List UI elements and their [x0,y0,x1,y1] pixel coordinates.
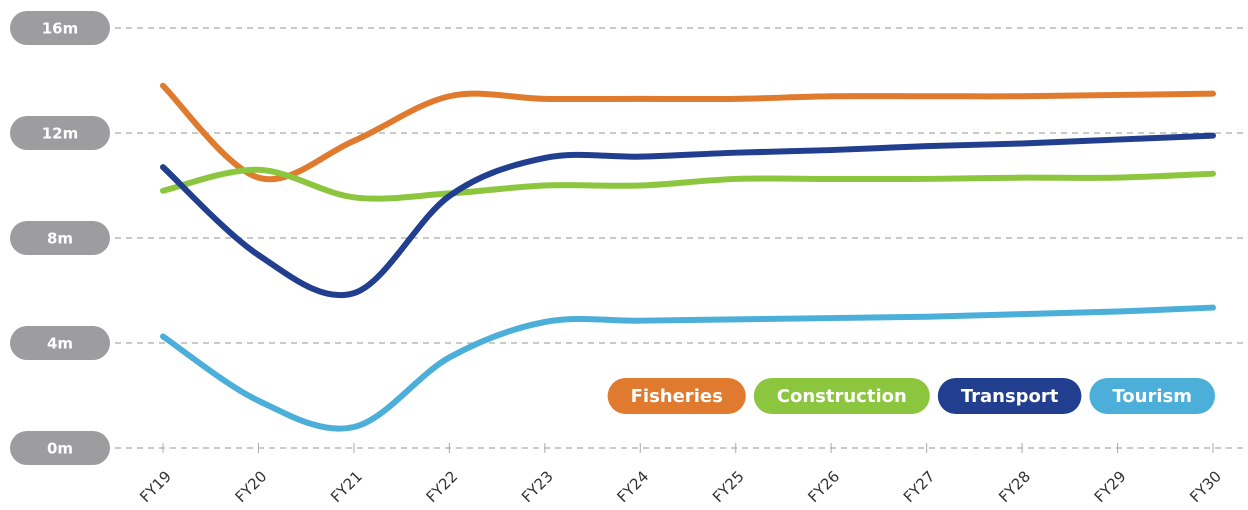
legend-label: Transport [961,386,1059,407]
x-tick-label: FY26 [804,467,843,506]
x-tick-label: FY27 [900,467,939,506]
y-tick-label: 4m [47,335,73,353]
x-tick-label: FY20 [232,467,271,506]
legend-label: Tourism [1112,386,1192,407]
legend-pill [937,378,1082,414]
y-tick-pill [10,116,110,150]
y-tick-label: 12m [42,125,79,143]
y-tick-pill [10,221,110,255]
y-tick-label: 16m [42,20,79,38]
x-tick-label: FY28 [995,467,1034,506]
legend-label: Fisheries [631,386,723,407]
y-tick-label: 8m [47,230,73,248]
x-tick-label: FY22 [423,467,462,506]
series-line [160,304,1216,432]
x-tick-label: FY24 [613,467,652,506]
x-tick-label: FY19 [136,467,175,506]
y-tick-pill [10,431,110,465]
y-tick-label: 0m [47,440,73,458]
y-tick-pill [10,11,110,45]
series-line [160,82,1216,183]
legend-label: Construction [777,386,907,407]
x-tick-label: FY23 [518,467,557,506]
x-tick-label: FY29 [1091,467,1130,506]
x-tick-label: FY21 [327,467,366,506]
legend-pill [607,378,746,414]
legend-pill [753,378,930,414]
legend-pill [1089,378,1215,414]
series-line [160,166,1216,202]
x-tick-label: FY25 [709,467,748,506]
y-tick-pill [10,326,110,360]
series-line [160,132,1216,299]
x-tick-label: FY30 [1186,467,1225,506]
